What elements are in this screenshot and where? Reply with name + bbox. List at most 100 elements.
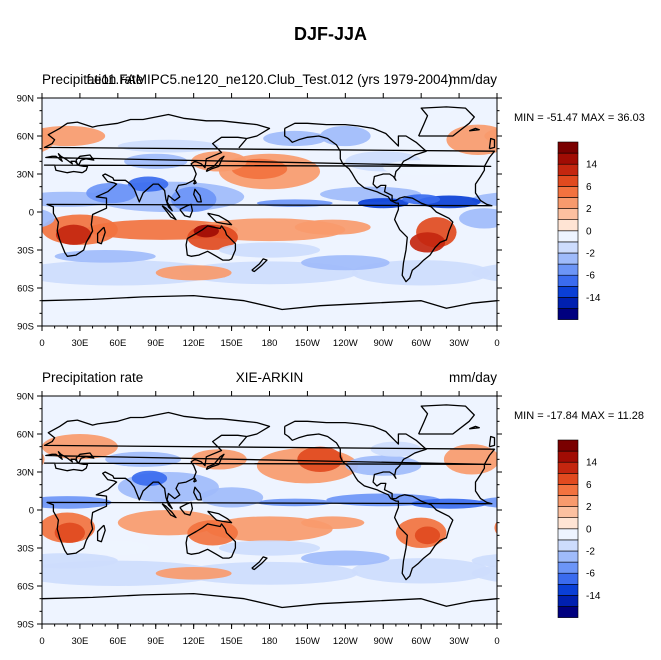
lat-tick-label: 0 [29,208,34,219]
anomaly-region [471,554,497,568]
colorbar-label: 0 [586,226,592,237]
anomaly-region [170,186,217,212]
coastline [418,404,475,435]
coastline [488,435,496,448]
colorbar-swatch [557,584,579,596]
anomaly-region [383,160,460,176]
lon-tick-label: 90E [147,636,164,647]
anomaly-region [131,470,168,486]
anomaly-region [155,265,232,281]
colorbar-swatch [557,208,579,221]
lat-tick-label: 60N [17,132,35,143]
anomaly-region [117,139,219,153]
anomaly-region [42,209,55,228]
colorbar-swatch [557,197,579,209]
anomaly-region [0,499,32,509]
anomaly-region [320,186,422,202]
anomaly-region [649,218,661,241]
anomaly-region [646,449,661,469]
anomaly-region [459,208,497,229]
colorbar-swatch [557,517,579,530]
colorbar-swatch [557,572,579,585]
coastline [205,155,225,173]
anomaly-region [181,561,358,585]
anomaly-region [511,225,546,245]
anomaly-region [587,471,622,486]
colorbar-swatch [557,484,579,496]
lat-tick-label: 60S [17,582,34,593]
precip-difference-map: 0 30E 60E 90E 120E 150E 180 150W 120W 90W 60W 30W 09… [0,93,661,349]
lon-tick-label: 0 [494,636,499,647]
coastline [468,127,480,132]
anomaly-region [54,522,85,543]
colorbar-label: -14 [586,591,601,602]
anomaly-region [218,242,321,258]
anomaly-region [256,498,333,507]
anomaly-region [626,187,661,212]
anomaly-region [206,516,333,542]
colorbar-swatch [557,473,579,485]
lat-tick-label: 30N [17,468,35,479]
anomaly-region [414,526,441,545]
anomaly-region [402,194,441,205]
lon-tick-label: 0 [39,636,44,647]
anomaly-region [0,196,26,209]
colorbar-swatch [557,230,579,243]
anomaly-region [187,520,238,546]
coastline [185,523,237,559]
colorbar-label: 14 [586,160,598,171]
colorbar-swatch [557,461,579,474]
coastline [42,592,497,609]
colorbar-label: -14 [586,293,601,304]
coastline [488,137,496,150]
colorbar-swatch [557,606,579,618]
colorbar-swatch [557,274,579,287]
anomaly-region [263,130,327,147]
lon-tick-label: 180 [262,636,278,647]
model-panel: Precipitation rate f.e11.FAMIPC5.ne120_n… [0,70,661,350]
colorbar-swatch [557,219,579,232]
lat-tick-label: 30N [17,170,35,181]
anomaly-region [573,140,661,153]
lat-tick-label: 90N [17,94,35,105]
coastline [43,411,496,555]
anomaly-region [42,453,45,466]
lon-tick-label: 60E [109,636,126,647]
min-max-stats: MIN = -51.47 MAX = 36.03 [514,112,645,124]
anomaly-region [642,225,661,250]
coastline [42,294,497,311]
anomaly-region [0,217,2,247]
lon-tick-label: 120W [333,636,358,647]
anomaly-region [649,225,661,238]
anomaly-region [494,521,497,535]
anomaly-region [471,564,497,582]
anomaly-region [636,562,661,585]
lon-tick-label: 150E [220,338,242,349]
lon-tick-label: 90E [147,338,164,349]
lon-tick-label: 60W [411,636,431,647]
min-max-stats: MIN = -17.84 MAX = 11.28 [514,410,645,422]
anomaly-region [351,260,491,286]
coastline [284,122,454,283]
colorbar-swatch [557,506,579,519]
anomaly-region [642,520,661,545]
lon-tick-label: 60W [411,338,431,349]
colorbar-label: 14 [586,458,598,469]
lat-tick-label: 90S [17,322,34,333]
lat-tick-label: 90N [17,392,35,403]
coastline [43,113,496,257]
coastline [251,258,268,273]
colorbar-swatch [557,286,579,298]
lon-tick-label: 0 [494,338,499,349]
anomaly-region [646,151,661,171]
anomaly-region [42,125,106,147]
coastline [193,486,202,501]
panel-center-label: f.e11.FAMIPC5.ne120_ne120.Club_Test.012 … [86,72,453,87]
lon-tick-label: 180 [262,338,278,349]
coastline [468,425,480,430]
anomaly-region [370,441,422,457]
coastline [251,556,268,571]
anomaly-region [193,224,219,238]
coastline [43,153,492,174]
anomaly-region [105,451,182,467]
